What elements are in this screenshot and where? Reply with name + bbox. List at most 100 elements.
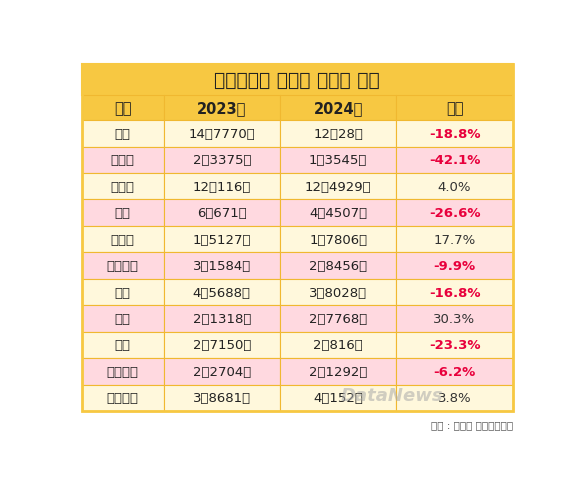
Text: 3만8681톤: 3만8681톤 xyxy=(193,391,251,405)
Text: DataNews: DataNews xyxy=(340,386,443,405)
Bar xyxy=(396,305,513,332)
Bar xyxy=(164,279,280,305)
Bar xyxy=(280,174,396,200)
Text: 4.0%: 4.0% xyxy=(438,181,472,193)
Text: 4만5688톤: 4만5688톤 xyxy=(193,286,251,299)
Bar xyxy=(82,174,164,200)
Bar xyxy=(164,305,280,332)
Text: 삼치: 삼치 xyxy=(115,286,130,299)
Text: 오징어: 오징어 xyxy=(111,154,135,167)
Text: 2만7768톤: 2만7768톤 xyxy=(309,312,367,325)
Text: 청어: 청어 xyxy=(115,312,130,325)
Text: 참조기: 참조기 xyxy=(111,233,135,246)
Text: 12만4929톤: 12만4929톤 xyxy=(305,181,372,193)
Bar xyxy=(164,147,280,174)
Text: -9.9%: -9.9% xyxy=(433,260,476,272)
Text: 꽃게: 꽃게 xyxy=(115,339,130,352)
Bar xyxy=(280,96,396,121)
Bar xyxy=(280,147,396,174)
Bar xyxy=(82,121,164,147)
Bar xyxy=(82,332,164,359)
Bar xyxy=(280,279,396,305)
Bar xyxy=(396,147,513,174)
Bar xyxy=(396,253,513,279)
Bar xyxy=(280,253,396,279)
Bar xyxy=(396,332,513,359)
Bar xyxy=(82,253,164,279)
Text: 가자미류: 가자미류 xyxy=(107,365,139,378)
Text: -42.1%: -42.1% xyxy=(429,154,480,167)
Text: 1만5127톤: 1만5127톤 xyxy=(193,233,251,246)
Bar xyxy=(280,200,396,226)
Bar xyxy=(164,96,280,121)
Text: -16.8%: -16.8% xyxy=(429,286,480,299)
Bar xyxy=(280,332,396,359)
Text: 3만8028톤: 3만8028톤 xyxy=(309,286,367,299)
Bar xyxy=(82,147,164,174)
Text: 14만7770톤: 14만7770톤 xyxy=(188,127,255,141)
Text: 갈치: 갈치 xyxy=(115,207,130,220)
Bar xyxy=(396,279,513,305)
Bar xyxy=(396,174,513,200)
Text: 2만8456톤: 2만8456톤 xyxy=(309,260,367,272)
Text: 구분: 구분 xyxy=(114,101,132,116)
Text: 2만2704톤: 2만2704톤 xyxy=(193,365,251,378)
Bar xyxy=(82,226,164,253)
Text: 자료 : 통계청 어업생산동향: 자료 : 통계청 어업생산동향 xyxy=(430,420,513,430)
Text: 연근해어업 품목별 생산량 추이: 연근해어업 품목별 생산량 추이 xyxy=(215,71,380,90)
Bar xyxy=(280,359,396,385)
Text: 30.3%: 30.3% xyxy=(433,312,476,325)
Text: 2024년: 2024년 xyxy=(314,101,363,116)
Text: 2023년: 2023년 xyxy=(197,101,246,116)
Bar xyxy=(82,96,164,121)
Bar xyxy=(280,226,396,253)
Bar xyxy=(280,121,396,147)
Bar xyxy=(396,359,513,385)
Text: -6.2%: -6.2% xyxy=(433,365,476,378)
Bar xyxy=(164,253,280,279)
Bar xyxy=(82,200,164,226)
Bar xyxy=(396,226,513,253)
Text: -26.6%: -26.6% xyxy=(429,207,480,220)
Bar xyxy=(396,96,513,121)
Bar xyxy=(82,305,164,332)
Bar xyxy=(396,121,513,147)
Text: 2만1318톤: 2만1318톤 xyxy=(193,312,251,325)
Bar xyxy=(82,385,164,411)
Text: 1만7806톤: 1만7806톤 xyxy=(309,233,367,246)
Text: 4만4507톤: 4만4507톤 xyxy=(309,207,367,220)
Bar xyxy=(164,174,280,200)
Text: 17.7%: 17.7% xyxy=(433,233,476,246)
Bar xyxy=(164,332,280,359)
Bar xyxy=(164,226,280,253)
Text: 3만1584톤: 3만1584톤 xyxy=(193,260,251,272)
Text: 2만3375톤: 2만3375톤 xyxy=(193,154,251,167)
Text: 붉은대게: 붉은대게 xyxy=(107,260,139,272)
Bar xyxy=(82,65,513,96)
Text: 고등어: 고등어 xyxy=(111,181,135,193)
Text: 증감: 증감 xyxy=(446,101,463,116)
Text: -18.8%: -18.8% xyxy=(429,127,480,141)
Bar xyxy=(164,121,280,147)
Bar xyxy=(164,200,280,226)
Text: 3.8%: 3.8% xyxy=(438,391,472,405)
Bar xyxy=(280,305,396,332)
Text: 2만816톤: 2만816톤 xyxy=(313,339,363,352)
Text: 2만1292톤: 2만1292톤 xyxy=(309,365,367,378)
Bar xyxy=(82,279,164,305)
Text: 4만152톤: 4만152톤 xyxy=(313,391,363,405)
Bar xyxy=(396,385,513,411)
Text: 1만3545톤: 1만3545톤 xyxy=(309,154,367,167)
Bar xyxy=(396,200,513,226)
Text: 12만28톤: 12만28톤 xyxy=(313,127,363,141)
Text: -23.3%: -23.3% xyxy=(429,339,480,352)
Bar xyxy=(164,385,280,411)
Bar xyxy=(280,385,396,411)
Bar xyxy=(164,359,280,385)
Text: 멸치: 멸치 xyxy=(115,127,130,141)
Bar xyxy=(82,359,164,385)
Text: 전갱이류: 전갱이류 xyxy=(107,391,139,405)
Text: 2만7150톤: 2만7150톤 xyxy=(193,339,251,352)
Text: 6만671톤: 6만671톤 xyxy=(197,207,246,220)
Text: 12만116톤: 12만116톤 xyxy=(193,181,251,193)
